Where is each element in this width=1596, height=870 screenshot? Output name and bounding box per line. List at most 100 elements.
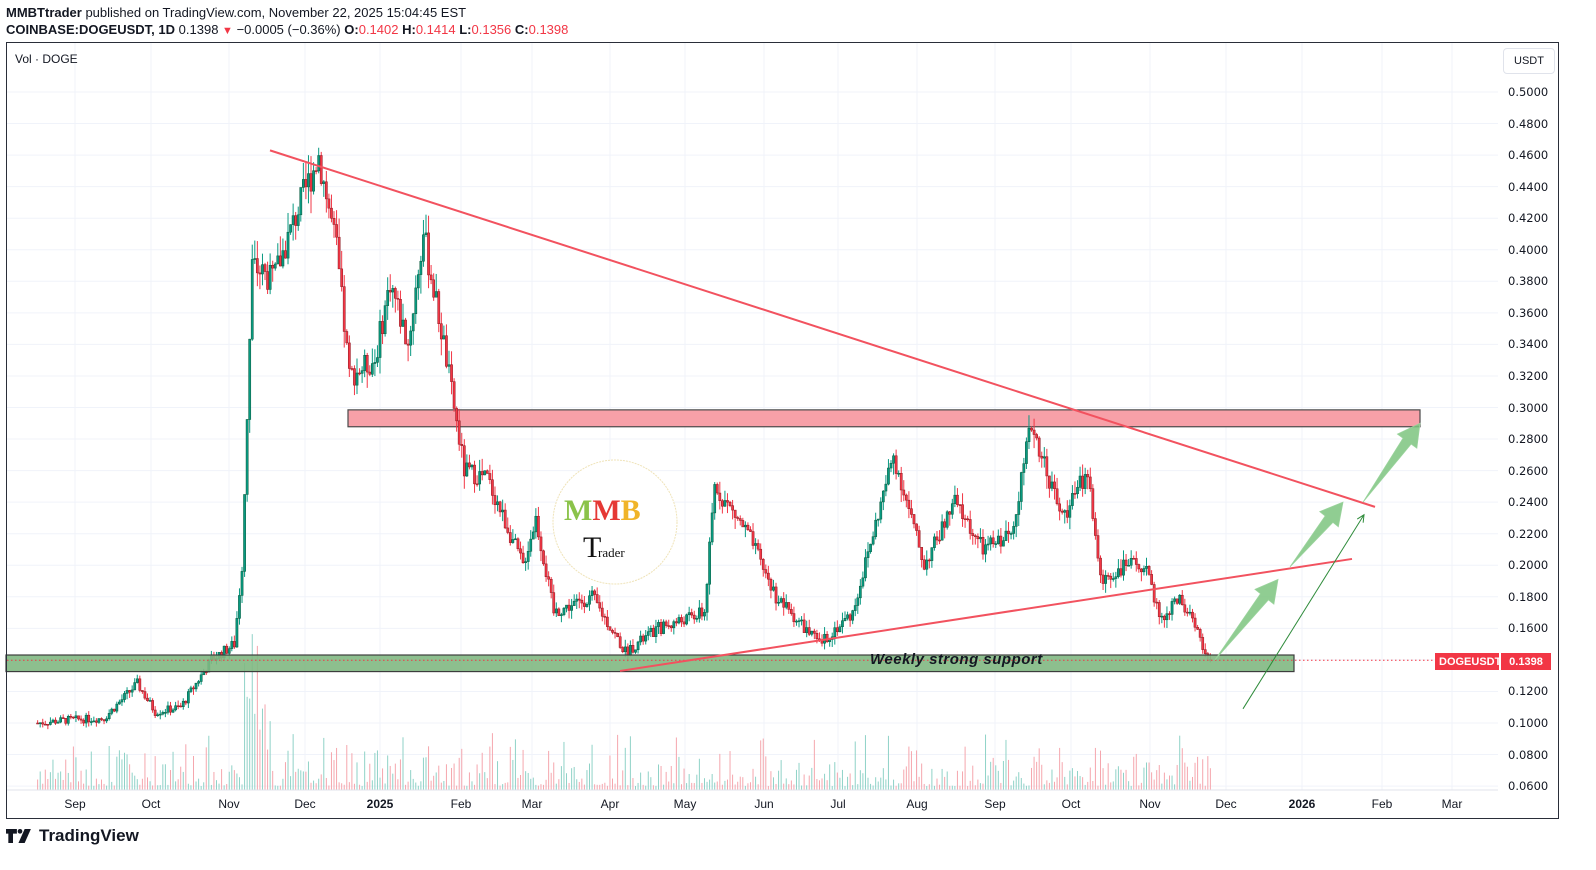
candle-body [616, 633, 619, 637]
candle-body [1088, 476, 1092, 489]
candle-body [473, 464, 476, 485]
candle-body [537, 515, 540, 538]
candle-body [713, 484, 717, 514]
candle-body [754, 543, 757, 546]
price-tick-label: 0.3000 [1508, 400, 1549, 415]
candle-body [705, 583, 709, 613]
candle-body [953, 494, 957, 504]
candle-body [889, 462, 893, 469]
candle-body [187, 691, 190, 704]
time-tick-label: Jul [830, 797, 846, 811]
candle-body [744, 524, 747, 528]
candle-body [110, 708, 114, 714]
publish-info: MMBTtrader published on TradingView.com,… [6, 4, 466, 21]
candle-body [618, 636, 622, 648]
support-zone-label: Weekly strong support [870, 651, 1043, 668]
price-tick-label: 0.1000 [1508, 716, 1549, 730]
candle-body [542, 550, 545, 565]
candle-body [606, 616, 609, 627]
candle-body [544, 563, 548, 578]
candle-body [151, 700, 154, 711]
candle-body [146, 697, 149, 701]
candle-body [123, 693, 126, 700]
candle-body [700, 607, 704, 617]
candle-body [948, 511, 952, 515]
candle-body [1081, 475, 1084, 489]
candle-body [1032, 429, 1036, 435]
candle-body [307, 173, 310, 188]
candle-body [396, 298, 400, 300]
projection-arrow-icon [1214, 578, 1279, 661]
candle-body [350, 368, 354, 370]
candle-body [904, 494, 908, 501]
candle-body [782, 598, 786, 608]
low-label: L: [459, 22, 472, 37]
candle-body [1106, 575, 1110, 577]
candle-body [491, 479, 494, 496]
candle-body [667, 625, 671, 627]
candle-body [945, 511, 949, 528]
open-label: O: [344, 22, 359, 37]
candle-body [432, 279, 436, 298]
candle-body [253, 258, 257, 260]
candle-body [416, 274, 420, 289]
candle-body [115, 703, 119, 712]
candle-body [468, 462, 471, 468]
candle-body [1076, 487, 1079, 495]
candle-body [1168, 613, 1171, 615]
candle-body [235, 618, 239, 648]
candle-body [1009, 533, 1013, 535]
candle-body [669, 625, 673, 629]
candle-body [97, 718, 101, 723]
candle-body [429, 274, 433, 281]
candle-body [161, 712, 165, 715]
candle-body [169, 705, 172, 713]
candle-body [825, 633, 829, 642]
candle-body [999, 535, 1003, 547]
candle-body [120, 699, 124, 703]
candle-body [330, 207, 333, 219]
candle-body [340, 268, 344, 287]
time-tick-label: Mar [521, 797, 543, 811]
candle-body [588, 595, 591, 605]
candle-body [531, 531, 535, 540]
candle-body [710, 512, 714, 543]
price-tick-label: 0.4800 [1508, 116, 1549, 131]
candle-body [442, 335, 446, 340]
candle-body [511, 539, 515, 543]
tradingview-logo[interactable]: TradingView [6, 826, 139, 846]
candle-body [256, 258, 259, 274]
candle-body [383, 305, 387, 335]
author-name[interactable]: MMBTtrader [6, 5, 82, 20]
candle-body [422, 234, 425, 262]
candle-body [746, 524, 750, 531]
candle-body [736, 517, 740, 519]
candle-body [984, 544, 987, 555]
candle-body [54, 719, 57, 724]
time-tick-label: Mar [1441, 797, 1463, 811]
candle-body [910, 508, 913, 515]
volume-indicator-label[interactable]: Vol · DOGE [15, 52, 78, 66]
candle-body [192, 687, 195, 690]
candle-body [874, 519, 878, 537]
candle-body [805, 627, 809, 633]
candle-body [478, 471, 481, 485]
candle-body [332, 218, 336, 225]
price-tick-label: 0.3800 [1508, 274, 1549, 289]
currency-button[interactable]: USDT [1503, 48, 1555, 74]
candle-body [912, 514, 916, 525]
candle-body [728, 501, 732, 506]
candle-body [1114, 576, 1118, 579]
price-tick-label: 0.2800 [1508, 432, 1549, 447]
candle-body [1201, 637, 1205, 650]
time-tick-label: 2026 [1288, 797, 1316, 811]
candle-body [1175, 598, 1179, 604]
candle-body [575, 598, 579, 602]
candle-body [657, 622, 660, 627]
candle-body [833, 627, 837, 638]
candle-body [769, 578, 773, 591]
candle-body [365, 355, 369, 373]
candle-body [933, 536, 936, 548]
candle-body [322, 181, 326, 184]
